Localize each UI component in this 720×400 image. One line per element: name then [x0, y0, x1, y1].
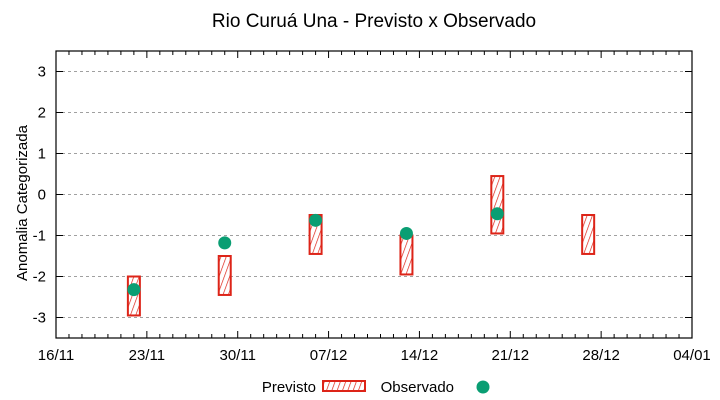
y-tick-label: 2	[38, 105, 46, 122]
legend-previsto-label: Previsto	[262, 379, 316, 396]
observado-series	[127, 207, 504, 297]
x-tick-label: 21/12	[492, 347, 530, 364]
legend-observado-marker	[476, 380, 490, 394]
y-tick-label: 1	[38, 146, 46, 163]
y-tick-label: -3	[33, 310, 46, 327]
previsto-box	[581, 214, 596, 255]
x-tick-label: 07/12	[310, 347, 348, 364]
x-tick-label: 23/11	[129, 347, 165, 364]
previsto-box	[490, 175, 505, 235]
x-tick-label: 04/01	[673, 347, 711, 364]
y-tick-label: 3	[38, 64, 46, 81]
legend-observado-label: Observado	[381, 379, 454, 396]
previsto-box	[399, 234, 414, 276]
y-tick-label: 0	[38, 187, 46, 204]
axis-ticks: 3 2 1 0 -1 -2 -3 16/11 23/11 30/11 07/12 14/12 21/12…	[33, 51, 711, 364]
y-tick-label: -2	[33, 269, 46, 286]
grid-lines	[56, 71, 692, 318]
chart-title: Rio Curuá Una - Previsto x Observado	[212, 11, 536, 32]
observado-point	[490, 207, 504, 221]
y-axis-label: Anomalia Categorizada	[14, 124, 31, 281]
x-tick-label: 30/11	[219, 347, 255, 364]
previsto-box	[217, 255, 232, 296]
previsto-series	[126, 175, 596, 317]
observado-point	[399, 226, 413, 240]
observado-point	[127, 283, 141, 297]
observado-point	[309, 213, 323, 227]
legend: Previsto Observado	[262, 379, 490, 396]
legend-previsto-swatch	[322, 380, 366, 392]
x-tick-label: 14/12	[401, 347, 439, 364]
x-tick-label: 28/12	[582, 347, 620, 364]
observado-point	[218, 236, 232, 250]
x-tick-label: 16/11	[38, 347, 74, 364]
y-tick-label: -1	[33, 228, 46, 245]
